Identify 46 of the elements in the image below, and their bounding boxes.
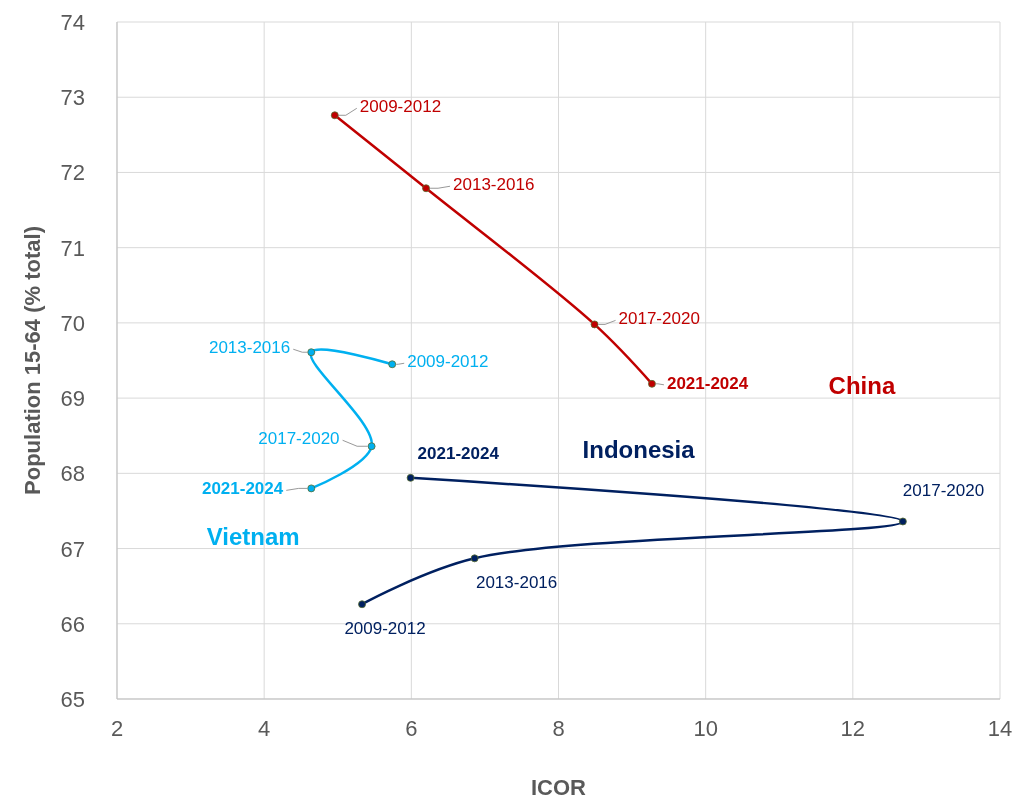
data-label: 2013-2016 [453, 175, 535, 195]
data-label: 2009-2012 [359, 97, 442, 117]
data-label: 2013-2016 [475, 573, 558, 593]
x-tick-label: 12 [840, 716, 866, 741]
point [590, 320, 599, 329]
x-tick-label: 6 [405, 716, 418, 741]
point [470, 554, 479, 563]
data-label: 2021-2024 [201, 479, 284, 499]
data-label: 2017-2020 [618, 309, 700, 329]
series-label: Vietnam [206, 523, 300, 551]
point [648, 379, 656, 388]
x-tick-label: 10 [693, 716, 718, 741]
point [367, 442, 376, 451]
data-label: 2021-2024 [666, 373, 749, 393]
data-label: 2009-2012 [344, 619, 426, 639]
point [358, 600, 366, 609]
data-label: 2017-2020 [902, 481, 985, 501]
data-label: 2017-2020 [258, 429, 340, 449]
data-label: 2013-2016 [208, 338, 291, 358]
point [406, 473, 415, 482]
y-tick-label: 72 [60, 160, 85, 186]
y-tick-label: 68 [60, 461, 85, 487]
x-tick-label: 2 [110, 716, 124, 741]
data-label: 2009-2012 [407, 352, 489, 372]
y-tick-label: 74 [60, 10, 85, 35]
point [307, 348, 316, 357]
series-label: Indonesia [582, 435, 696, 463]
y-axis-title: Population 15-64 (% total) [20, 226, 45, 495]
point [898, 517, 907, 526]
point [330, 111, 339, 120]
y-tick-label: 67 [60, 536, 85, 562]
y-tick-label: 69 [60, 386, 85, 412]
y-tick-label: 70 [60, 310, 85, 336]
text: China [828, 371, 896, 399]
point [422, 184, 430, 193]
point [307, 484, 316, 493]
y-tick-label: 65 [60, 687, 85, 712]
x-tick-label: 8 [552, 716, 565, 741]
x-tick-label: 14 [987, 716, 1013, 741]
y-tick-label: 66 [60, 611, 85, 637]
y-tick-label: 71 [60, 235, 85, 261]
y-tick-label: 73 [60, 85, 85, 111]
x-axis-title: ICOR [531, 775, 587, 797]
x-tick-label: 4 [258, 716, 271, 741]
point [388, 360, 397, 369]
data-label: 2021-2024 [417, 443, 500, 463]
